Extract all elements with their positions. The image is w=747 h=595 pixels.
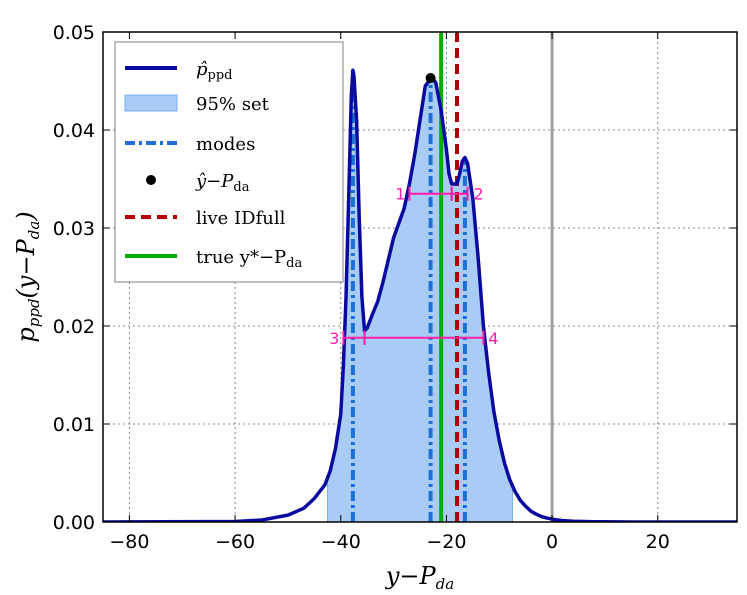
legend-swatch-point-estimate [146,175,156,185]
x-tick-label: −20 [426,531,466,553]
legend-label-true-value: true y*−Pda [196,247,302,271]
y-axis-label: pppd(y−Pda) [12,211,43,342]
x-tick-label: −60 [215,531,255,553]
y-tick-label: 0.03 [53,218,95,240]
set-95-area [327,70,513,522]
legend: p̂ppd 95% set modes ŷ−Pda live IDfull tr… [114,41,344,283]
ppd-curve [103,68,737,522]
legend-label-ppd: p̂ppd [196,59,233,83]
legend-label-point-estimate: ŷ−Pda [195,171,250,195]
x-tick-label: 0 [546,531,558,553]
x-tick-label: −40 [321,531,361,553]
legend-swatch-95-set [124,94,178,112]
plot-area: 1 2 3 4 [103,32,737,522]
y-tick-label: 0.05 [53,22,95,44]
x-tick-label: −80 [109,531,149,553]
interval-label: 2 [474,185,484,204]
y-tick-label: 0.04 [53,120,95,142]
legend-label-95-set: 95% set [196,94,270,115]
point-estimate-marker [425,73,436,84]
interval-label: 4 [488,329,498,348]
axis-ticks: −80 −60 −40 −20 0 20 0.00 0.01 0.02 0.03 0.04 0.05 [53,22,737,553]
plot-frame [102,31,738,523]
legend-label-live-idfull: live IDfull [196,208,286,229]
x-tick-label: 20 [646,531,670,553]
legend-label-modes: modes [196,134,255,155]
y-tick-label: 0.01 [53,414,95,436]
legend-box [114,41,344,283]
y-tick-label: 0.02 [53,316,95,338]
interval-label: 3 [329,329,339,348]
x-axis-label: y−Pda [385,562,454,593]
interval-label: 1 [395,185,405,204]
y-tick-label: 0.00 [53,512,95,534]
